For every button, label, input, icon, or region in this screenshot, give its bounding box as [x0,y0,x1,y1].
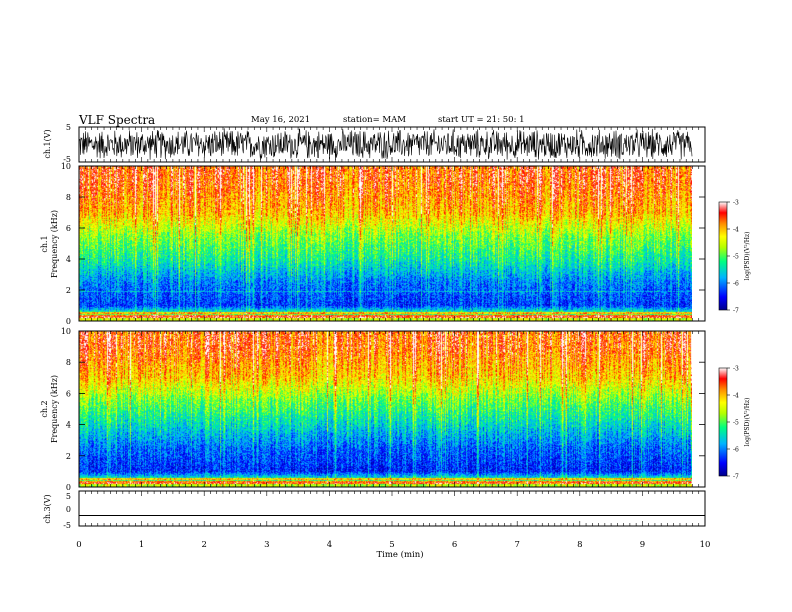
ch2-colorbar-tick-label: -3 [733,366,739,373]
ch1-spectrogram-ytick-label: 6 [66,224,71,233]
time-axis-label: Time (min) [376,549,423,560]
ch3-waveform-panel: 5 0 -5 ch.3(V) 0 1 2 3 4 5 6 7 8 9 10 Time (min) [43,127,710,560]
ch1-spectrogram-ylabel-frequency: Frequency (kHz) [50,210,59,278]
ch1-spectrogram-yticks: 0 2 4 6 8 10 [61,162,705,326]
ch2-colorbar-tick-label: -6 [733,447,739,454]
ch2-colorbar-label: log(PSD)(V²/Hz) [744,398,751,447]
ch1-colorbar [718,201,728,311]
figure-title: VLF Spectra [79,113,156,127]
time-tick-label: 3 [264,540,269,550]
ch2-spectrogram-ytick-label: 6 [66,389,71,398]
ch2-spectrogram-ytick-label: 4 [66,421,71,430]
ch2-spectrogram-image [79,331,692,487]
ch2-colorbar-ticks: -3 -4 -5 -6 -7 [727,366,739,481]
ch3-ytick-middle: 0 [66,505,71,514]
ch1-ytick-bottom: -5 [63,155,71,164]
ch2-spectrogram-ytick-label: 10 [61,327,71,336]
time-tick-label: 8 [577,540,582,550]
ch1-colorbar-tick-label: -5 [733,254,739,261]
ch2-spectrogram-ylabel-frequency: Frequency (kHz) [50,375,59,443]
ch1-spectrogram-ytick-label: 10 [61,162,71,171]
time-tick-label: 6 [452,540,457,550]
ch1-colorbar-tick-label: -3 [733,200,739,207]
ch2-spectrogram-ytick-label: 2 [66,452,71,461]
ch1-waveform-line [78,128,693,160]
time-tick-label: 1 [139,540,144,550]
ch2-spectrogram-yticks: 0 2 4 6 8 10 [61,327,705,492]
ch1-colorbar-tick-label: -4 [733,227,739,234]
header-station: station= MAM [343,115,406,125]
ch3-ytick-top: 5 [66,492,71,501]
ch1-waveform-ylabel: ch.1(V) [43,129,52,158]
ch1-spectrogram-image [79,166,692,321]
ch1-ytick-top: 5 [66,123,71,132]
ch2-colorbar [718,367,728,477]
ch1-spectrogram-ytick-label: 2 [66,286,71,295]
ch1-spectrogram-ytick-label: 4 [66,255,71,264]
ch1-spectrogram-ylabel-channel: ch.1 [40,235,49,252]
time-tick-label: 0 [76,540,81,550]
ch2-colorbar-tick-label: -7 [733,474,739,481]
ch2-colorbar-tick-label: -5 [733,420,739,427]
ch2-colorbar-tick-label: -4 [733,393,739,400]
ch1-spectrogram-ytick-label: 8 [66,193,71,202]
ch1-colorbar-label: log(PSD)(V²/Hz) [744,232,751,281]
time-tick-label: 7 [514,540,519,550]
time-tick-label: 10 [700,540,711,550]
time-tick-label: 9 [640,540,645,550]
ch2-spectrogram-ytick-label: 8 [66,358,71,367]
ch1-colorbar-tick-label: -7 [733,308,739,315]
header-date: May 16, 2021 [251,115,311,125]
ch1-colorbar-ticks: -3 -4 -5 -6 -7 [727,200,739,315]
time-tick-label: 5 [389,540,394,550]
time-axis-ticks: 0 1 2 3 4 5 6 7 8 9 10 [76,127,710,550]
ch1-waveform-panel: 5 -5 ch.1(V) [43,123,706,164]
ch1-colorbar-tick-label: -6 [733,281,739,288]
time-tick-label: 2 [201,540,206,550]
ch2-spectrogram-ylabel-channel: ch.2 [40,400,49,417]
ch3-waveform-ylabel: ch.3(V) [43,494,52,523]
ch3-ytick-bottom: -5 [63,521,71,530]
ch1-spectrogram-ytick-label: 0 [66,317,71,326]
ch2-spectrogram-ytick-label: 0 [66,483,71,492]
ch1-waveform-trace [78,128,693,160]
time-tick-label: 4 [327,540,332,550]
header-start-time: start UT = 21: 50: 1 [438,115,525,125]
